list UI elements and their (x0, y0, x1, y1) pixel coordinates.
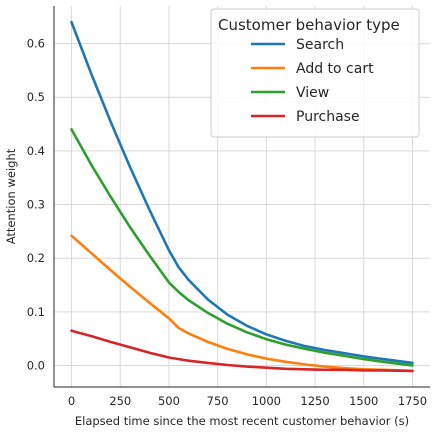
y-tick-label: 0.0 (27, 359, 45, 373)
series-line-add-to-cart (70, 234, 414, 373)
legend-entry-label: Search (296, 37, 344, 53)
x-axis-label: Elapsed time since the most recent custo… (75, 414, 409, 428)
legend-items: Search Add to cart View Purchase (251, 37, 374, 125)
x-tick-label: 500 (158, 394, 180, 408)
legend-title: Customer behavior type (218, 16, 400, 34)
series-line-view (70, 128, 414, 367)
x-tick-label: 750 (207, 394, 229, 408)
series-line-search (70, 20, 414, 365)
y-tick-label: 0.3 (27, 198, 45, 212)
x-tick-label: 1000 (252, 394, 281, 408)
legend-entry-label: View (296, 85, 329, 101)
x-tick-label: 1500 (349, 394, 378, 408)
y-axis-label: Attention weight (4, 148, 18, 244)
legend-entry-label: Add to cart (296, 61, 374, 77)
axes (53, 6, 430, 388)
x-tick-label: 250 (109, 394, 131, 408)
series-lines (70, 20, 414, 373)
y-tick-label: 0.2 (27, 251, 45, 265)
tick-labels: 0 250 500 750 1000 1250 1500 1750 0.0 0.1 0.2 0.3 0.… (27, 37, 427, 408)
y-tick-label: 0.6 (27, 37, 45, 51)
x-tick-label: 1250 (300, 394, 329, 408)
x-tick-label: 0 (68, 394, 75, 408)
y-tick-label: 0.5 (27, 90, 45, 104)
series-line-purchase (70, 329, 414, 373)
y-tick-label: 0.4 (27, 144, 45, 158)
y-tick-label: 0.1 (27, 305, 45, 319)
legend-entry-label: Purchase (296, 109, 360, 125)
legend: Customer behavior type Search Add to cart… (210, 8, 420, 138)
x-tick-label: 1750 (398, 394, 427, 408)
legend-box (210, 8, 420, 138)
